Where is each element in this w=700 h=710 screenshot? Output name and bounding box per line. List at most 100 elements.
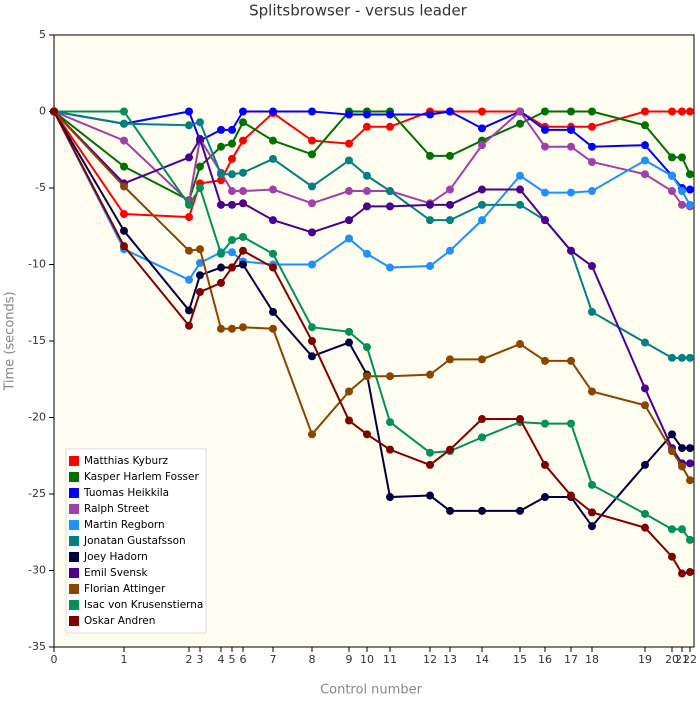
data-point: [217, 200, 225, 209]
data-point: [516, 107, 524, 116]
data-point: [668, 187, 676, 196]
data-point: [516, 415, 524, 424]
legend-swatch: [69, 600, 79, 610]
data-point: [308, 228, 316, 237]
data-point: [196, 271, 204, 280]
data-point: [228, 263, 236, 272]
data-point: [588, 307, 596, 316]
data-point: [239, 232, 247, 241]
data-point: [217, 170, 225, 179]
data-point: [120, 226, 128, 235]
data-point: [446, 185, 454, 194]
data-point: [228, 200, 236, 209]
data-point: [185, 107, 193, 116]
data-point: [345, 110, 353, 119]
data-point: [426, 448, 434, 457]
data-point: [308, 182, 316, 191]
data-point: [185, 321, 193, 330]
y-tick-label: -10: [28, 258, 46, 271]
legend-swatch: [69, 472, 79, 482]
data-point: [239, 246, 247, 255]
data-point: [567, 125, 575, 134]
x-tick-label: 21: [675, 653, 689, 666]
data-point: [196, 135, 204, 144]
data-point: [50, 107, 58, 116]
data-point: [588, 107, 596, 116]
data-point: [678, 569, 686, 578]
data-point: [426, 151, 434, 160]
y-axis-label: Time (seconds): [3, 291, 18, 391]
legend-label: Matthias Kyburz: [84, 455, 169, 467]
data-point: [196, 184, 204, 192]
data-point: [363, 110, 371, 119]
data-point: [217, 142, 225, 151]
data-point: [567, 246, 575, 255]
data-point: [478, 141, 486, 150]
legend-swatch: [69, 504, 79, 514]
data-point: [678, 107, 686, 116]
data-point: [426, 216, 434, 225]
x-tick-label: 14: [475, 653, 489, 666]
data-point: [541, 142, 549, 151]
data-point: [641, 338, 649, 347]
data-point: [516, 185, 524, 194]
y-tick-label: -20: [28, 411, 46, 424]
y-tick-label: 5: [39, 28, 46, 41]
data-point: [588, 480, 596, 489]
data-point: [269, 136, 277, 145]
data-point: [641, 107, 649, 116]
data-point: [196, 118, 204, 127]
data-point: [363, 430, 371, 439]
data-point: [120, 242, 128, 251]
data-point: [686, 353, 694, 362]
data-point: [239, 118, 247, 127]
data-point: [588, 262, 596, 271]
x-tick-label: 22: [683, 653, 697, 666]
data-point: [678, 200, 686, 209]
data-point: [345, 139, 353, 148]
data-point: [541, 107, 549, 116]
data-point: [386, 263, 394, 272]
x-tick-label: 19: [638, 653, 652, 666]
data-point: [228, 154, 236, 163]
data-point: [668, 353, 676, 362]
data-point: [120, 210, 128, 219]
data-point: [185, 200, 193, 209]
data-point: [386, 202, 394, 211]
data-point: [686, 535, 694, 544]
data-point: [363, 249, 371, 258]
data-point: [668, 447, 676, 456]
legend-swatch: [69, 616, 79, 626]
data-point: [185, 275, 193, 284]
x-tick-label: 12: [423, 653, 437, 666]
data-point: [269, 249, 277, 258]
data-point: [185, 121, 193, 130]
data-point: [668, 153, 676, 162]
data-point: [588, 187, 596, 196]
data-point: [641, 384, 649, 393]
data-point: [345, 327, 353, 336]
data-point: [686, 170, 694, 179]
data-point: [196, 245, 204, 254]
data-point: [446, 246, 454, 255]
data-point: [217, 324, 225, 333]
y-tick-label: 0: [39, 105, 46, 118]
x-tick-label: 3: [197, 653, 204, 666]
data-point: [228, 125, 236, 134]
data-point: [308, 430, 316, 439]
legend-label: Jonatan Gustafsson: [83, 535, 186, 547]
data-point: [668, 107, 676, 116]
data-point: [308, 352, 316, 361]
data-point: [668, 430, 676, 439]
data-point: [588, 157, 596, 166]
data-point: [541, 125, 549, 134]
data-point: [678, 353, 686, 362]
data-point: [120, 182, 128, 191]
data-point: [185, 306, 193, 315]
data-point: [217, 125, 225, 134]
data-point: [641, 523, 649, 532]
data-point: [686, 200, 694, 209]
x-tick-label: 11: [383, 653, 397, 666]
data-point: [478, 200, 486, 209]
data-point: [345, 187, 353, 196]
